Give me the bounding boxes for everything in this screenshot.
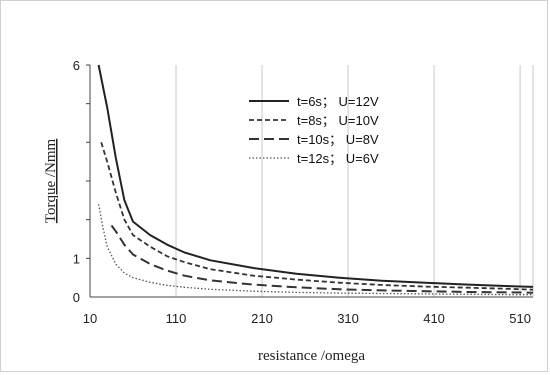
y-tick-label-0: 0 <box>73 290 80 305</box>
series-layer <box>97 64 534 296</box>
chart-axes: 0 1 6 10 110 210 310 410 510 <box>73 58 533 326</box>
series-line-3 <box>110 224 534 294</box>
y-tick-label-6: 6 <box>73 58 80 73</box>
legend-label-3: t=10s； U=8V <box>297 132 379 148</box>
legend-label-4: t=12s； U=6V <box>297 151 379 167</box>
legend-label-1: t=6s； U=12V <box>297 94 379 110</box>
x-tick-label-110: 110 <box>166 311 187 326</box>
vertical-gridlines <box>175 65 534 297</box>
x-axis-label: resistance /omega <box>258 348 365 364</box>
series-line-1 <box>97 64 534 288</box>
y-axis-label: Torque /Nmm <box>43 138 59 223</box>
legend-label-2: t=8s； U=10V <box>297 113 379 129</box>
series-line-4 <box>97 204 533 296</box>
x-tick-label-310: 310 <box>337 311 359 326</box>
x-tick-label-10: 10 <box>83 311 97 326</box>
y-tick-label-1: 1 <box>73 251 80 266</box>
x-tick-label-510: 510 <box>509 311 531 326</box>
x-tick-label-410: 410 <box>423 311 445 326</box>
legend: t=6s； U=12V t=8s； U=10V t=10s； U=8V t=12s； … <box>249 94 379 167</box>
x-tick-label-210: 210 <box>251 311 273 326</box>
